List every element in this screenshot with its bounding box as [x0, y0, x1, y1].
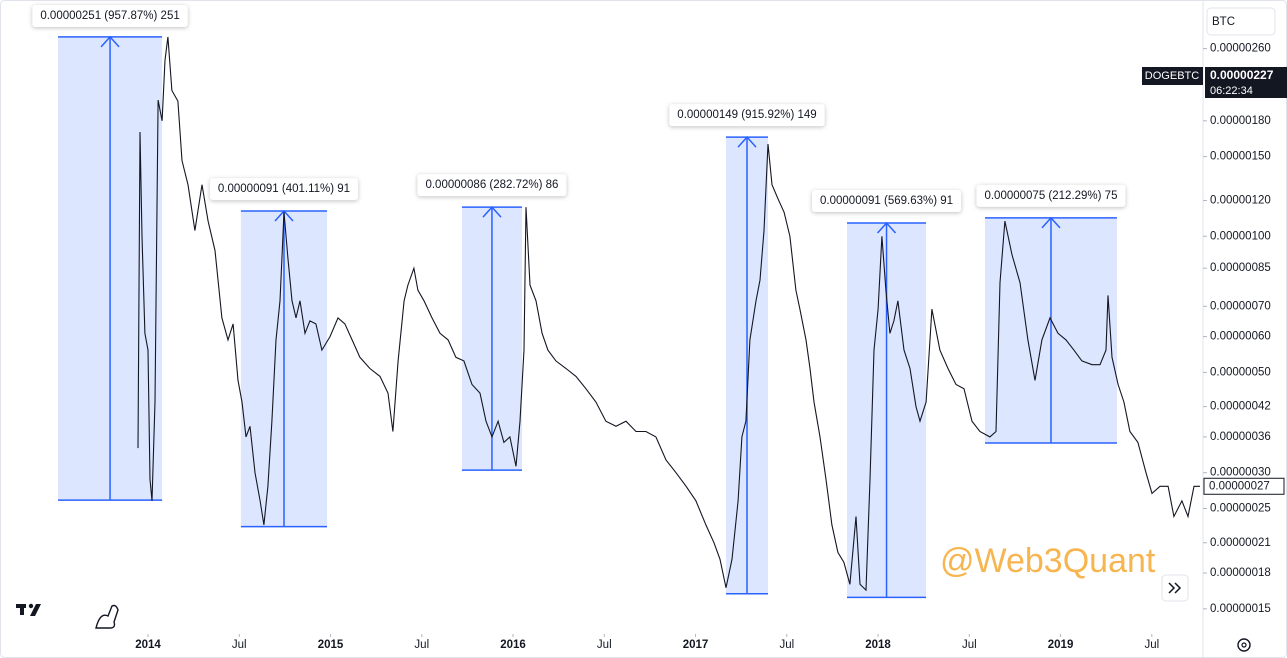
last-price-tag	[1203, 477, 1285, 495]
x-tick-label: Jul	[779, 639, 794, 651]
x-tick-label: 2015	[318, 639, 344, 651]
x-tick-label: Jul	[414, 639, 429, 651]
measurement	[726, 135, 768, 595]
price-tag	[1205, 67, 1287, 98]
dino-icon[interactable]	[95, 604, 119, 629]
measure-label: 0.00000091 (569.63%) 91	[820, 195, 953, 207]
y-tick-label: 0.00000042	[1210, 401, 1271, 413]
x-tick-label: Jul	[1144, 639, 1159, 651]
symbol: DOGEBTC	[1145, 70, 1199, 82]
arrow-head	[876, 221, 897, 234]
price-label: 0.00000227	[1210, 68, 1274, 82]
measure-label-bg	[417, 174, 567, 197]
x-tick-label: 2017	[683, 639, 709, 651]
measurement	[847, 221, 927, 599]
y-tick-label: 0.00000060	[1210, 331, 1271, 343]
watermark: @Web3Quant	[940, 542, 1156, 580]
measurement	[461, 205, 522, 471]
arrow-head	[100, 35, 120, 48]
y-tick-label: 0.00000070	[1210, 300, 1271, 312]
measure-label-bg	[32, 5, 188, 28]
measure-label: 0.00000251 (957.87%) 251	[40, 10, 179, 22]
y-tick-label: 0.00000018	[1210, 567, 1271, 579]
measure-label-bg	[976, 184, 1126, 207]
currency-box[interactable]: BTC	[1206, 7, 1276, 36]
x-tick-label: 2016	[500, 639, 526, 651]
y-tick-label: 0.00000015	[1210, 603, 1271, 615]
y-tick-label: 0.00000260	[1210, 43, 1271, 55]
plot-area	[58, 35, 1200, 599]
y-tick-label: 0.00000085	[1210, 262, 1271, 274]
measure-label: 0.00000149 (915.92%) 149	[677, 109, 816, 121]
x-tick-label: 2019	[1048, 639, 1074, 651]
scroll-button[interactable]	[1161, 574, 1189, 602]
x-tick-label: 2014	[135, 639, 161, 651]
measure-label: 0.00000075 (212.29%) 75	[984, 190, 1117, 202]
measurement	[240, 209, 328, 528]
y-tick-label: 0.00000150	[1210, 151, 1271, 163]
x-tick-label: Jul	[962, 639, 977, 651]
price-line	[137, 36, 1200, 592]
measure-label-bg	[209, 178, 359, 201]
arrow-head	[274, 209, 294, 222]
y-tick-label: 0.00000100	[1210, 230, 1271, 242]
currency: BTC	[1212, 16, 1235, 28]
y-tick-label: 0.00000050	[1210, 366, 1271, 378]
y-tick-label: 0.00000036	[1210, 431, 1271, 443]
tv-logo	[16, 603, 41, 616]
measure-label-bg	[812, 190, 962, 213]
arrow-head	[482, 205, 502, 218]
x-tick-label: 2018	[865, 639, 891, 651]
y-tick-label: 0.00000021	[1210, 537, 1271, 549]
y-tick-label: 0.00000180	[1210, 115, 1271, 127]
measure-label: 0.00000091 (401.11%) 91	[218, 183, 350, 195]
settings-button[interactable]	[1237, 638, 1251, 652]
measurement	[58, 35, 163, 501]
arrow-head	[737, 135, 757, 148]
x-tick-label: Jul	[597, 639, 612, 651]
y-tick-label: 0.00000030	[1210, 467, 1271, 479]
countdown: 06:22:34	[1210, 85, 1253, 97]
measure-label: 0.00000086 (282.72%) 86	[425, 179, 558, 191]
x-tick-label: Jul	[232, 639, 247, 651]
y-tick-label: 0.00000025	[1210, 503, 1271, 515]
arrow-head	[1041, 216, 1061, 229]
last-price-label: 0.00000027	[1209, 480, 1270, 492]
measurement	[985, 216, 1117, 444]
y-tick-label: 0.00000120	[1210, 194, 1271, 206]
symbol-tag	[1142, 67, 1203, 85]
measure-label-bg	[669, 104, 825, 127]
